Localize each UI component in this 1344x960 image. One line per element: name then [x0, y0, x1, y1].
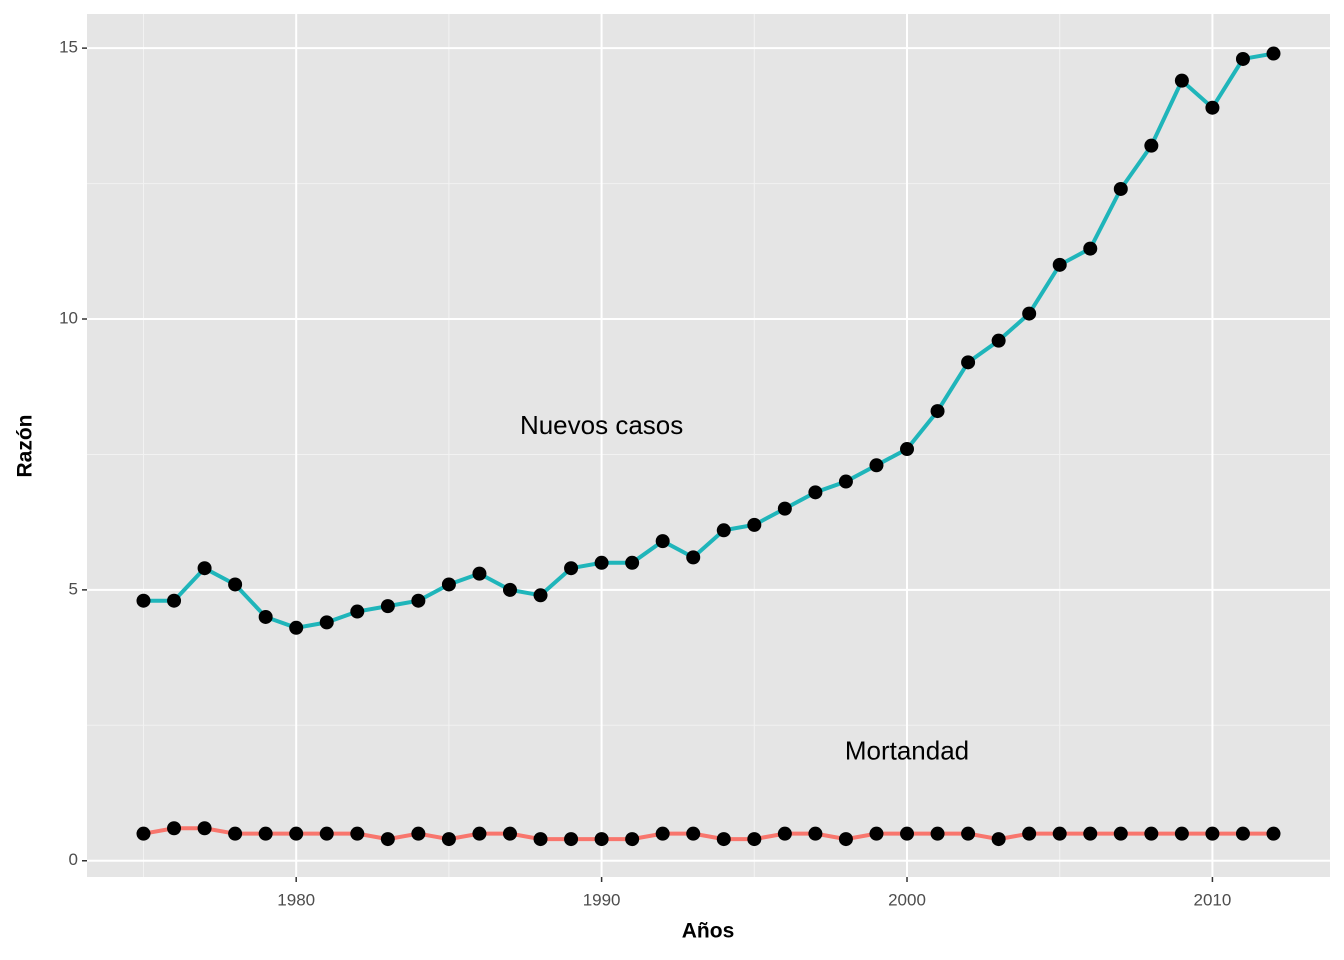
- y-tick-label: 15: [59, 38, 78, 57]
- point: [411, 826, 426, 841]
- point: [502, 826, 517, 841]
- point: [564, 561, 579, 576]
- x-axis-title: Años: [682, 920, 735, 943]
- point: [686, 826, 701, 841]
- point: [533, 588, 548, 603]
- point: [655, 534, 670, 549]
- point: [1052, 257, 1067, 272]
- point: [1174, 73, 1189, 88]
- point: [655, 826, 670, 841]
- point: [838, 474, 853, 489]
- point: [289, 620, 304, 635]
- point: [167, 593, 182, 608]
- point: [747, 517, 762, 532]
- y-tick-label: 10: [59, 308, 78, 327]
- point: [502, 582, 517, 597]
- point: [258, 609, 273, 624]
- point: [625, 555, 640, 570]
- point: [716, 832, 731, 847]
- point: [533, 832, 548, 847]
- point: [838, 832, 853, 847]
- point: [747, 832, 762, 847]
- point: [350, 826, 365, 841]
- point: [1113, 181, 1128, 196]
- point: [869, 826, 884, 841]
- point: [1083, 241, 1098, 256]
- point: [594, 832, 609, 847]
- point: [136, 593, 151, 608]
- point: [197, 561, 212, 576]
- x-tick-label: 1990: [583, 890, 621, 909]
- point: [961, 826, 976, 841]
- point: [1052, 826, 1067, 841]
- annotation: Mortandad: [845, 735, 969, 765]
- point: [228, 577, 243, 592]
- point: [350, 604, 365, 619]
- point: [991, 832, 1006, 847]
- point: [716, 523, 731, 538]
- point: [1174, 826, 1189, 841]
- point: [1144, 138, 1159, 153]
- point: [961, 355, 976, 370]
- point: [1205, 100, 1220, 115]
- point: [380, 832, 395, 847]
- x-tick-label: 2000: [888, 890, 926, 909]
- point: [319, 615, 334, 630]
- point: [441, 832, 456, 847]
- point: [1083, 826, 1098, 841]
- point: [930, 404, 945, 419]
- point: [197, 821, 212, 836]
- point: [808, 485, 823, 500]
- panel: [87, 14, 1330, 877]
- point: [1235, 826, 1250, 841]
- point: [777, 501, 792, 516]
- point: [991, 333, 1006, 348]
- point: [869, 458, 884, 473]
- x-tick-label: 2010: [1194, 890, 1232, 909]
- point: [441, 577, 456, 592]
- point: [136, 826, 151, 841]
- point: [258, 826, 273, 841]
- point: [1022, 306, 1037, 321]
- point: [930, 826, 945, 841]
- point: [1266, 46, 1281, 61]
- point: [228, 826, 243, 841]
- point: [472, 566, 487, 581]
- point: [167, 821, 182, 836]
- x-tick-label: 1980: [277, 890, 315, 909]
- point: [1266, 826, 1281, 841]
- annotation: Nuevos casos: [520, 410, 683, 440]
- point: [594, 555, 609, 570]
- point: [564, 832, 579, 847]
- point: [289, 826, 304, 841]
- y-tick-label: 5: [69, 579, 78, 598]
- point: [625, 832, 640, 847]
- point: [1205, 826, 1220, 841]
- point: [900, 442, 915, 457]
- y-tick-label: 0: [69, 850, 78, 869]
- point: [808, 826, 823, 841]
- point: [686, 550, 701, 565]
- point: [1113, 826, 1128, 841]
- point: [472, 826, 487, 841]
- point: [380, 599, 395, 614]
- point: [319, 826, 334, 841]
- point: [777, 826, 792, 841]
- point: [1144, 826, 1159, 841]
- point: [900, 826, 915, 841]
- point: [1235, 51, 1250, 66]
- y-axis-title: Razón: [14, 415, 37, 478]
- point: [1022, 826, 1037, 841]
- point: [411, 593, 426, 608]
